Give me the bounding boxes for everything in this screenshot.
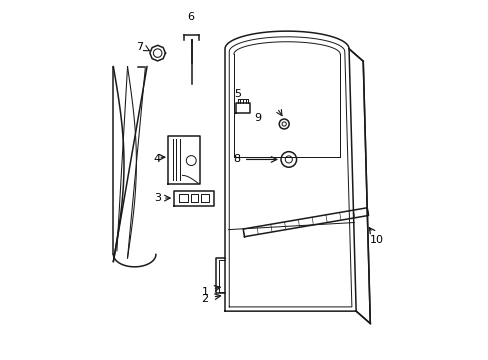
Text: 8: 8 <box>232 154 240 165</box>
Text: 1: 1 <box>201 287 208 297</box>
Text: 9: 9 <box>254 113 261 123</box>
Text: 10: 10 <box>368 235 383 245</box>
Text: 4: 4 <box>153 154 160 165</box>
Text: 2: 2 <box>201 294 208 305</box>
Text: 3: 3 <box>154 193 161 203</box>
Text: 5: 5 <box>234 89 241 99</box>
Text: 6: 6 <box>186 12 193 22</box>
Text: 7: 7 <box>135 42 142 52</box>
